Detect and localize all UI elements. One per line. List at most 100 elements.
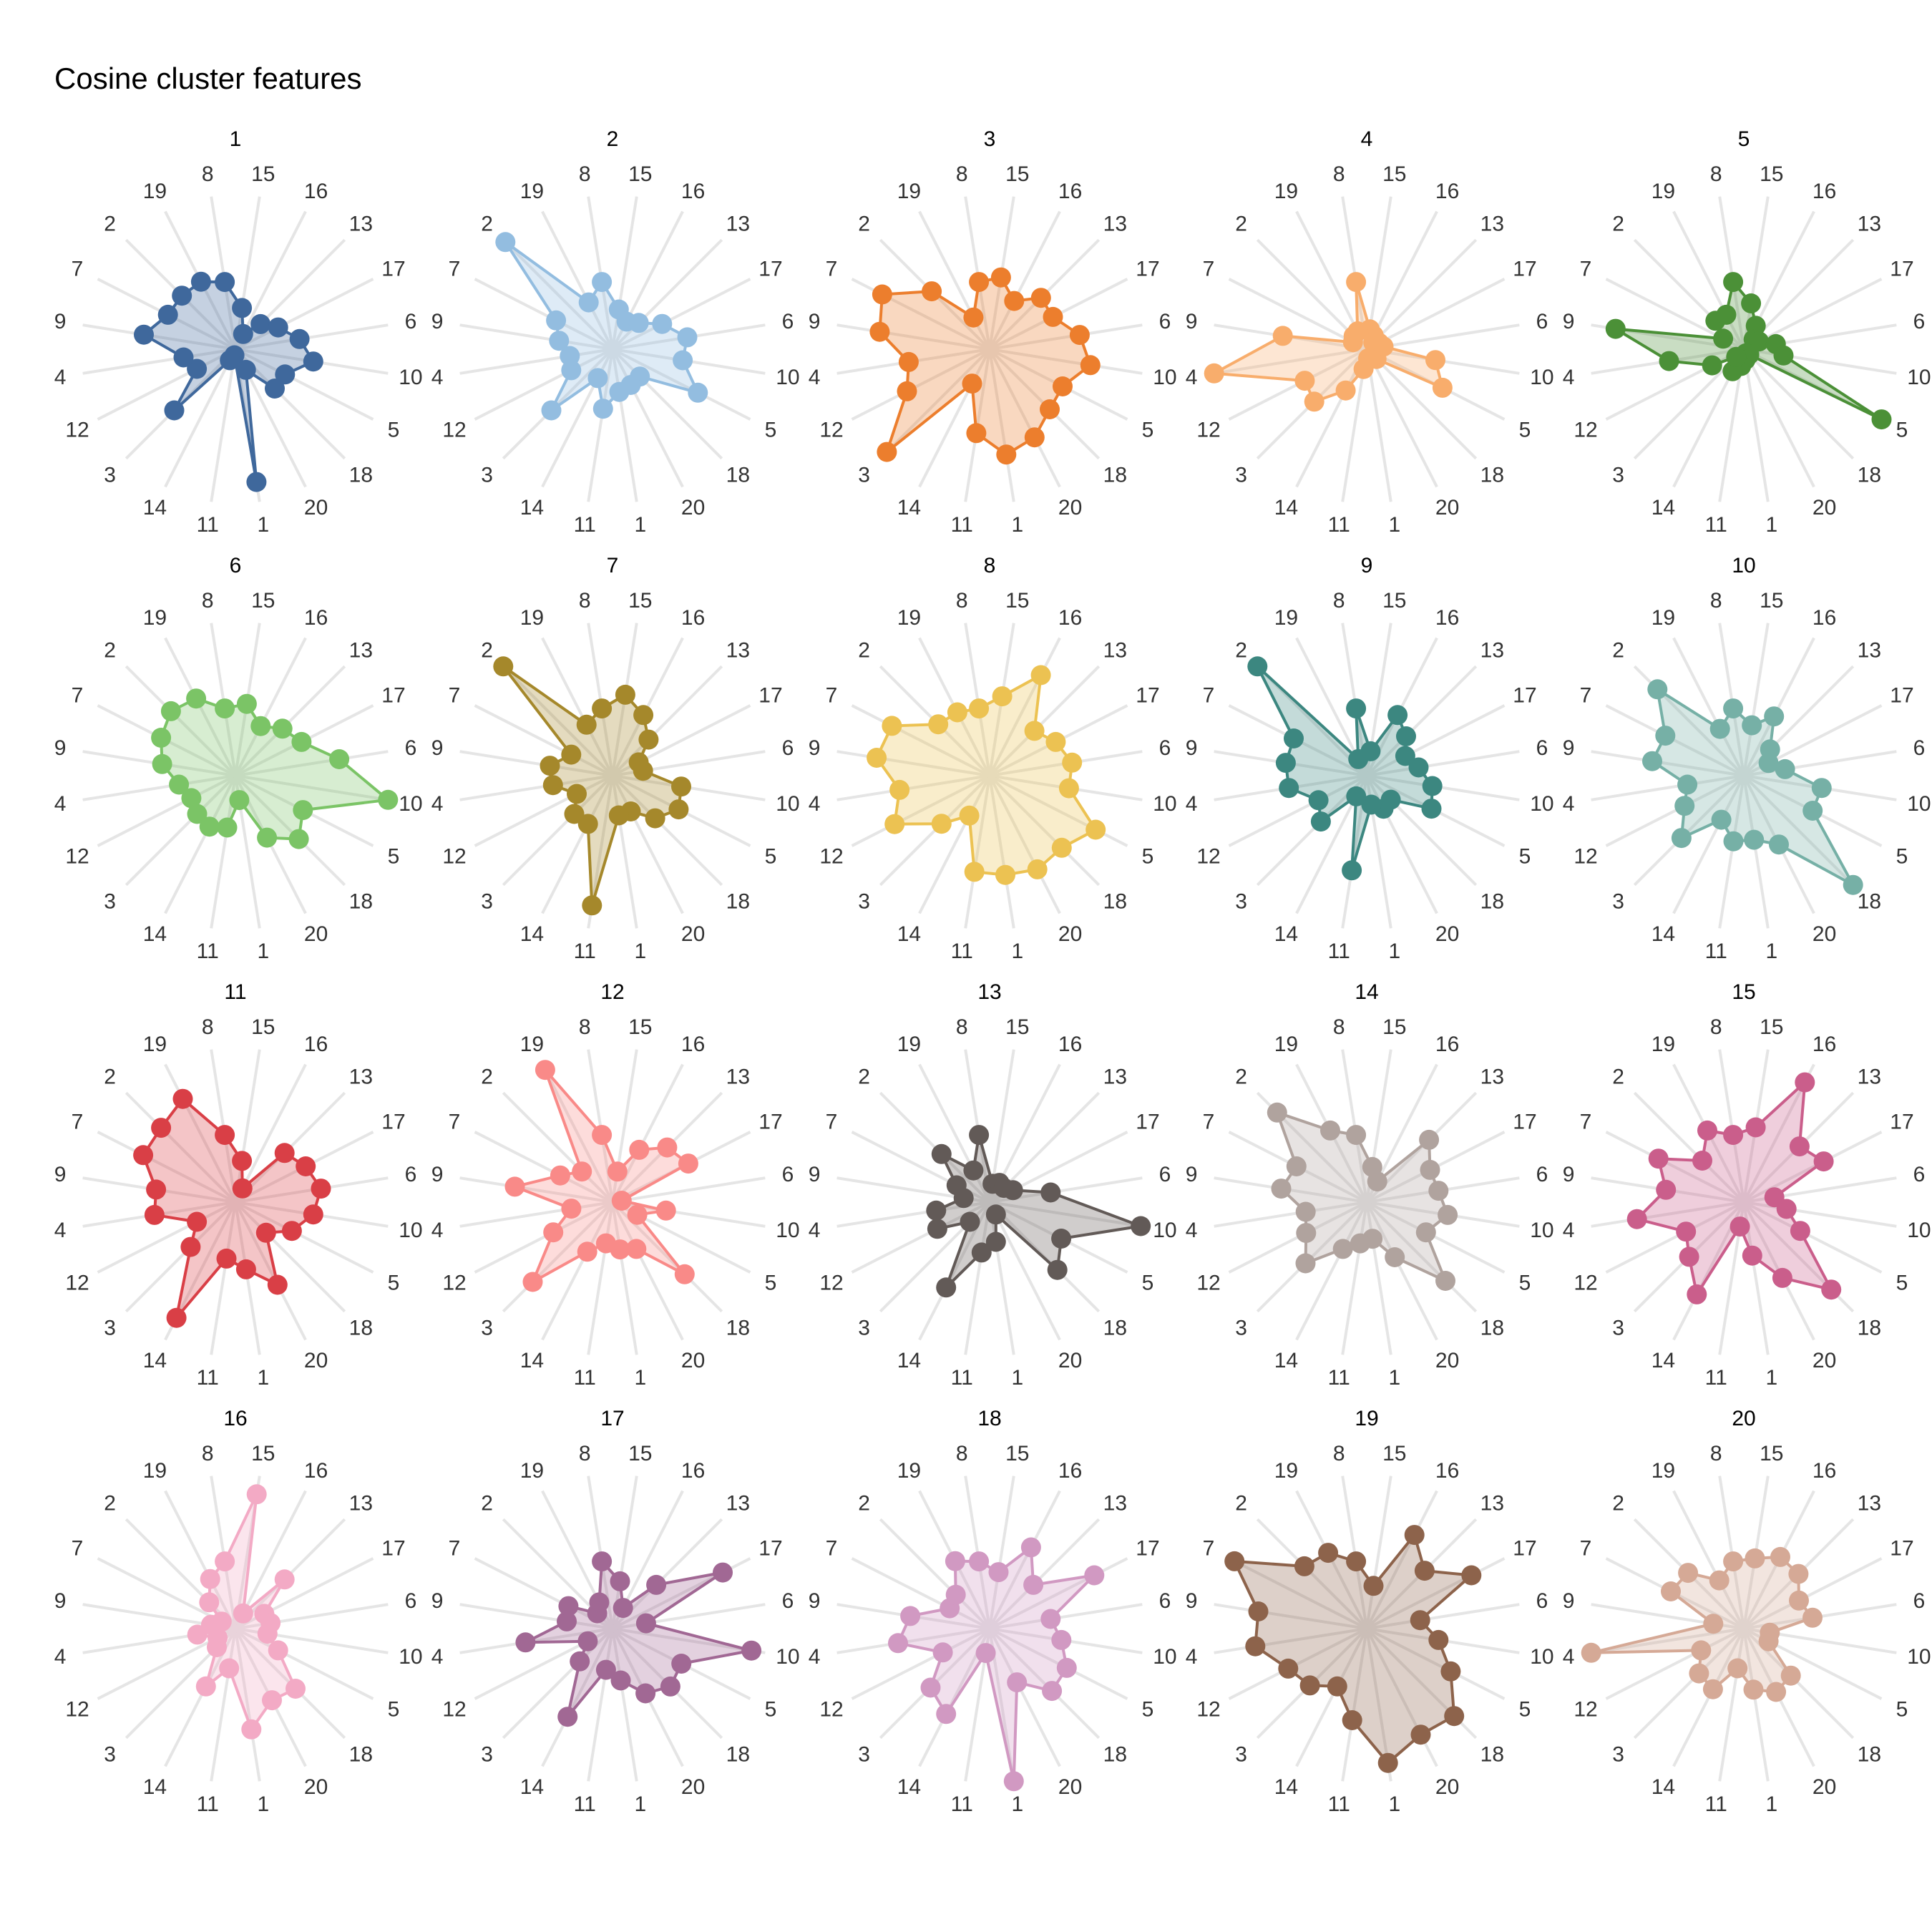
data-point [1711, 809, 1732, 830]
data-point [1716, 304, 1737, 325]
data-point [1661, 1581, 1681, 1601]
data-point [216, 1248, 237, 1269]
panel-title: 14 [1355, 980, 1378, 1004]
axis-label: 4 [1563, 366, 1575, 389]
data-point [567, 784, 587, 804]
data-point [1741, 293, 1762, 313]
data-point [1024, 427, 1045, 448]
axis-label: 19 [897, 1459, 921, 1483]
axis-label: 1 [634, 513, 646, 537]
chart-title: Cosine cluster features [54, 62, 362, 95]
data-point [582, 895, 602, 916]
data-point [187, 1211, 208, 1232]
axis-label: 19 [1274, 180, 1298, 203]
axis-spoke [612, 1176, 766, 1204]
data-point [1780, 1665, 1801, 1686]
axis-label: 5 [1896, 1698, 1908, 1722]
axis-spoke [1672, 210, 1745, 350]
data-point [990, 267, 1011, 288]
data-point [561, 744, 582, 765]
data-point [151, 1118, 172, 1138]
data-point [220, 350, 240, 371]
axis-label: 3 [104, 889, 116, 913]
axis-label: 5 [1519, 845, 1531, 869]
data-point [535, 1060, 555, 1080]
axis-label: 6 [1536, 736, 1548, 760]
data-point [1713, 328, 1734, 349]
axis-spoke [587, 1628, 614, 1782]
data-point [1679, 1246, 1699, 1267]
axis-spoke [879, 1518, 991, 1630]
axis-label: 13 [1858, 1065, 1881, 1089]
data-point [628, 313, 649, 333]
axis-spoke [1365, 1201, 1438, 1341]
data-point [546, 310, 567, 331]
axis-label: 1 [1388, 1792, 1400, 1816]
axis-label: 5 [1896, 419, 1908, 442]
axis-label: 17 [758, 1536, 782, 1560]
panel-title: 2 [607, 127, 619, 151]
axis-label: 18 [1103, 889, 1127, 913]
axis-label: 13 [1858, 1492, 1881, 1516]
data-point [577, 1241, 597, 1262]
axis-label: 8 [202, 1442, 214, 1465]
data-point [1843, 874, 1863, 895]
data-point [1387, 705, 1408, 726]
axis-spoke [611, 774, 723, 887]
data-point [1385, 1247, 1405, 1267]
axis-label: 10 [776, 366, 799, 389]
axis-spoke [97, 774, 236, 847]
axis-label: 19 [1652, 1033, 1675, 1056]
data-point [713, 1562, 733, 1583]
axis-label: 14 [143, 922, 167, 946]
data-point [173, 347, 194, 368]
data-point [1271, 1179, 1292, 1199]
data-point [1428, 1629, 1449, 1650]
axis-label: 2 [1612, 1492, 1624, 1516]
axis-label: 18 [1858, 463, 1881, 487]
data-point [274, 1143, 295, 1163]
axis-label: 10 [399, 1219, 422, 1242]
data-point [1772, 1267, 1792, 1288]
data-point [1723, 272, 1744, 293]
panel-title: 9 [1361, 554, 1373, 577]
data-point [1656, 1179, 1677, 1200]
axis-label: 11 [197, 940, 219, 963]
axis-label: 6 [1536, 1163, 1548, 1186]
axis-label: 16 [1435, 606, 1459, 630]
axis-label: 19 [1274, 1459, 1298, 1483]
data-point [1247, 656, 1268, 677]
axis-label: 9 [1563, 736, 1575, 760]
axis-spoke [851, 774, 990, 847]
data-point [303, 351, 323, 372]
axis-label: 1 [257, 513, 269, 537]
data-point [1030, 665, 1051, 686]
axis-label: 8 [1333, 162, 1345, 186]
axis-label: 3 [481, 463, 493, 487]
data-point [1811, 778, 1832, 799]
axis-label: 8 [579, 162, 591, 186]
data-point [615, 684, 635, 705]
axis-label: 6 [1913, 1589, 1926, 1613]
data-point [289, 328, 310, 349]
data-point [311, 1179, 331, 1199]
axis-label: 18 [349, 1316, 373, 1340]
axis-label: 7 [72, 1110, 84, 1133]
axis-label: 14 [520, 1349, 544, 1372]
data-point [1742, 1245, 1762, 1266]
data-point [217, 817, 238, 838]
axis-label: 19 [143, 606, 167, 630]
axis-spoke [474, 348, 613, 421]
axis-label: 18 [1103, 463, 1127, 487]
axis-spoke [1214, 348, 1367, 375]
axis-label: 14 [1652, 496, 1675, 519]
data-point [1296, 1223, 1317, 1244]
panel-title: 12 [600, 980, 624, 1004]
axis-spoke [1366, 1603, 1520, 1630]
axis-label: 9 [809, 310, 821, 333]
axis-label: 6 [782, 310, 794, 333]
data-point [936, 1277, 957, 1298]
axis-label: 13 [349, 639, 373, 663]
